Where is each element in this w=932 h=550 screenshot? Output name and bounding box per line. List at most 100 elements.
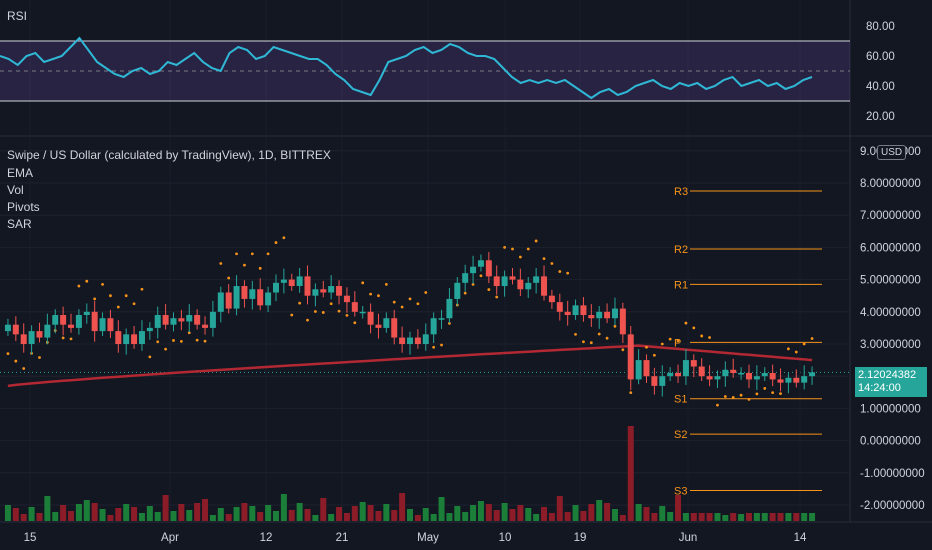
volume-bar [785,513,792,521]
legend-vol[interactable]: Vol [7,183,24,197]
volume-bar [438,497,445,521]
rsi-label[interactable]: RSI [7,9,28,23]
candle-body [91,311,98,332]
rsi-pane[interactable] [0,36,850,102]
volume-bar [296,503,303,521]
time-tick-label: 21 [336,532,349,544]
candle-body [202,324,209,328]
volume-bar [611,509,618,521]
candle-body [493,276,500,287]
volume-bar [272,511,279,521]
sar-dot [605,336,609,340]
candle-body [430,318,437,335]
legend-ema[interactable]: EMA [7,166,34,180]
sar-dot [337,309,341,313]
volume-bar [588,504,595,521]
volume-bar [485,504,492,521]
sar-dot [361,281,365,285]
candle-body [698,366,705,377]
candle-body [659,376,666,386]
sar-dot [503,246,507,249]
candle-body [115,331,122,344]
candle-body [556,302,563,312]
sar-dot [400,305,404,309]
volume-bar [651,513,658,521]
volume-bar [75,504,82,521]
volume-bar [793,513,800,521]
volume-bar [769,513,776,521]
candle-body [564,311,571,316]
volume-bar [375,511,382,521]
volume-bar [745,513,752,521]
pivot-levels: R3 R2 R1 P S1 S2 S3 [674,186,822,498]
pivot-label: R2 [674,244,688,256]
volume-bar [391,510,398,521]
legend-pivots[interactable]: Pivots [7,200,40,214]
candle-body [714,376,721,380]
legend-sar[interactable]: SAR [7,217,32,231]
price-axis[interactable]: 9.000000008.000000007.000000006.00000000… [24,21,925,544]
price-tick-label: 6.00000000 [860,242,921,254]
sar-dot [321,311,325,314]
sar-dot [660,342,664,346]
sar-dot [755,392,759,396]
volume-bar [675,495,682,521]
volume-bar [4,505,11,521]
sar-dot [235,252,238,256]
volume-bar [643,507,650,521]
sar-dot [93,297,97,301]
volume-bar [217,508,224,521]
candle-body [627,334,634,380]
sar-dot [22,367,26,370]
volume-bar [580,511,587,521]
rsi-tick-label: 40.00 [866,81,895,93]
sar-dot [274,241,278,244]
volume-bar [659,506,666,521]
candle-body [446,298,453,319]
sar-dot [771,391,775,395]
volume-bar [706,513,713,521]
volume-bar [178,504,185,521]
sar-dot [692,326,696,330]
volume-bar [722,515,729,521]
candle-body [367,311,374,325]
volume-bar [52,512,59,521]
volume-bar [556,496,563,521]
time-tick-label: 12 [260,532,273,544]
candle-body [123,334,130,344]
volume-bar [288,510,295,521]
sar-dot [566,271,570,275]
candle-body [60,315,67,325]
candlesticks[interactable] [4,251,816,397]
candle-body [761,372,768,377]
time-tick-label: 15 [24,532,37,544]
sar-dot [38,356,41,359]
volume-bar [635,504,642,521]
volume-bar [462,512,469,521]
last-price: 2.12024382 [858,369,917,381]
sar-dot [416,302,420,306]
candle-body [336,286,343,296]
sar-dot [85,279,89,283]
volume-bar [477,501,484,521]
sar-dot [440,343,443,347]
pivot-label: S2 [674,429,687,441]
candle-body [68,324,75,328]
volume-bar [777,513,784,521]
volume-bar [761,513,768,521]
candle-body [801,376,808,383]
candle-body [477,260,484,267]
candle-body [257,289,264,306]
currency-button[interactable]: USD [877,145,907,160]
candle-body [343,295,350,303]
symbol-title[interactable]: Swipe / US Dollar (calculated by Trading… [7,148,331,162]
ema-polyline [7,344,813,388]
sar-dot [582,340,585,344]
price-tick-label: 5.00000000 [860,275,921,287]
sar-dot [179,340,183,343]
sar-dot [700,334,704,338]
candle-body [422,334,429,344]
sar-dot [787,347,790,351]
candle-body [375,324,382,328]
